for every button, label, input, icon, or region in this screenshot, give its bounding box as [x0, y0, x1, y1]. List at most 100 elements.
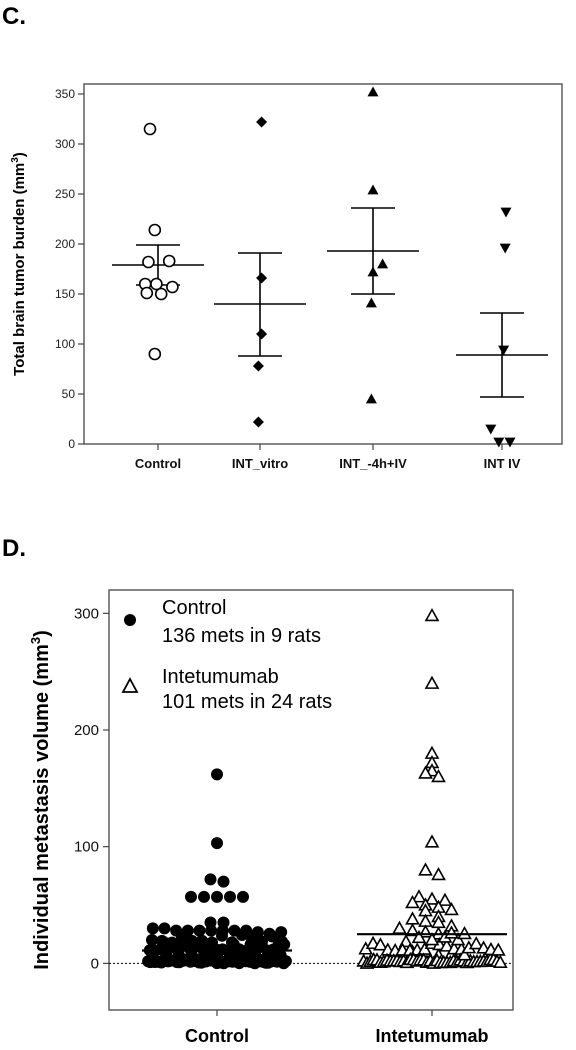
data-point [252, 416, 264, 428]
data-point [418, 765, 433, 779]
y-tick-label: 50 [62, 387, 76, 401]
legend-intetumumab-marker [121, 677, 139, 693]
panel-d-y-axis-title: Individual metastasis volume (mm3) [28, 630, 53, 970]
data-point [256, 272, 268, 284]
y-tick-label: 250 [55, 187, 75, 201]
x-tick-label: INT_-4h+IV [339, 456, 407, 471]
data-point [418, 862, 433, 876]
data-point [499, 243, 511, 254]
data-point [216, 929, 228, 942]
data-point [424, 675, 440, 689]
x-tick-label: Intetumumab [375, 1026, 488, 1046]
data-point [468, 936, 484, 950]
data-point [223, 947, 236, 960]
y-tick-label: 300 [55, 137, 75, 151]
y-tick-label: 0 [91, 955, 99, 972]
panel-d-legend: Control 136 mets in 9 rats Intetumumab 1… [121, 597, 332, 713]
panel-c-label: C. [2, 3, 26, 30]
legend-intetumumab-name: Intetumumab [162, 666, 279, 688]
data-point [266, 930, 278, 943]
panel-d-plot-frame [108, 589, 514, 1011]
data-point [217, 875, 230, 888]
data-point [500, 207, 512, 218]
x-tick-label: Control [185, 1026, 249, 1046]
data-point [444, 902, 459, 916]
data-point [162, 254, 176, 268]
data-point [405, 923, 420, 937]
data-point [224, 890, 236, 903]
panel-c-y-axis-title: Total brain tumor burden (mm3) [10, 152, 28, 376]
data-point [256, 328, 268, 340]
x-tick-label: Control [135, 456, 181, 471]
data-point [367, 86, 379, 97]
data-point [498, 345, 510, 356]
data-point [431, 769, 446, 783]
data-point [198, 890, 210, 903]
data-point [236, 946, 249, 959]
data-point [166, 936, 178, 949]
data-point [256, 935, 268, 948]
data-point [278, 938, 291, 951]
data-point [431, 867, 446, 881]
data-point [154, 287, 168, 301]
data-point [457, 947, 472, 961]
panel-d-label: D. [2, 535, 26, 562]
data-point [457, 926, 472, 940]
data-point [493, 437, 505, 448]
data-point [437, 892, 453, 906]
y-tick-label: 350 [55, 87, 75, 101]
data-point [142, 255, 155, 269]
data-point [148, 223, 162, 237]
data-point [143, 122, 157, 136]
data-point [252, 360, 264, 372]
legend-control-name: Control [162, 597, 226, 619]
data-point [424, 891, 440, 905]
data-point [158, 922, 171, 935]
data-point [405, 895, 420, 909]
panel-c-marks [112, 86, 548, 448]
legend-control-marker [124, 614, 136, 626]
data-point [424, 932, 440, 946]
data-point [211, 837, 223, 850]
data-point [439, 938, 455, 952]
data-point [373, 937, 388, 951]
data-point [424, 834, 440, 848]
x-tick-label: INT_vitro [232, 456, 288, 471]
data-point [279, 955, 292, 968]
panel-d-chart: 0 100 200 300 Control Intetumumab Individual… [28, 589, 514, 1046]
legend-control-count: 136 mets in 9 rats [162, 625, 321, 647]
data-point [211, 950, 223, 963]
data-point [392, 920, 407, 934]
data-point [146, 922, 159, 935]
data-point [365, 297, 377, 308]
data-point [211, 768, 223, 781]
data-point [193, 924, 206, 937]
data-point [367, 266, 379, 277]
data-point [377, 258, 389, 269]
data-point [275, 926, 288, 939]
data-point [166, 280, 179, 294]
x-tick-label: INT IV [484, 456, 521, 471]
legend-intetumumab-count: 101 mets in 24 rats [162, 691, 332, 713]
data-point [148, 347, 162, 361]
data-point [492, 954, 508, 968]
data-point [256, 116, 268, 128]
y-tick-label: 200 [55, 237, 75, 251]
data-point [156, 934, 168, 947]
data-point [367, 184, 379, 195]
y-tick-label: 150 [55, 287, 75, 301]
data-point [504, 437, 516, 448]
y-tick-label: 0 [68, 437, 75, 451]
data-point [236, 929, 248, 942]
panel-c-y-axis: 0 50 100 150 200 250 300 350 [55, 87, 84, 451]
data-point [211, 890, 223, 903]
data-point [411, 929, 427, 944]
panel-d-marks [109, 608, 513, 970]
data-point [490, 942, 506, 956]
data-point [140, 286, 154, 300]
panel-c-plot-frame [83, 83, 563, 445]
y-tick-label: 100 [55, 337, 75, 351]
data-point [411, 889, 427, 903]
data-point [237, 890, 249, 903]
data-point [365, 393, 377, 404]
